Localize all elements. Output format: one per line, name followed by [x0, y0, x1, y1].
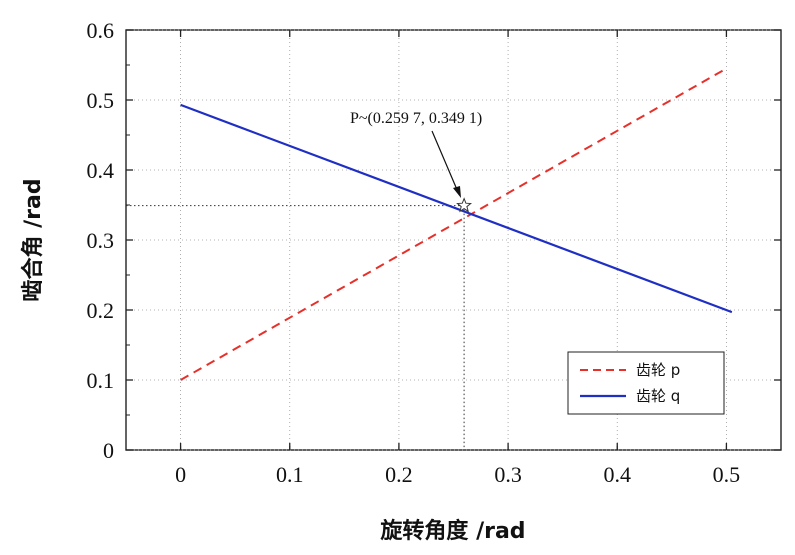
y-tick-label: 0.3 [87, 228, 115, 253]
intersection-marker [456, 197, 473, 213]
y-tick-label: 0.4 [87, 158, 115, 183]
intersection-guides [126, 205, 465, 450]
intersection-label: P~(0.259 7, 0.349 1) [350, 110, 482, 127]
ticks [126, 29, 781, 451]
series-line-q [180, 103, 733, 314]
y-tick-label: 0.5 [87, 88, 115, 113]
y-tick-label: 0.2 [87, 298, 115, 323]
legend-label-p: 齿轮 p [636, 361, 680, 379]
y-axis-label: 啮合角 /rad [20, 178, 46, 301]
x-tick-label: 0.4 [604, 462, 632, 487]
legend-label-q: 齿轮 q [636, 387, 680, 405]
x-tick-label: 0.2 [385, 462, 413, 487]
x-tick-label: 0 [175, 462, 186, 487]
x-tick-label: 0.1 [276, 462, 304, 487]
series-lines [180, 67, 733, 381]
y-tick-label: 0 [103, 438, 114, 463]
legend-box [567, 351, 725, 415]
y-tick-labels: 0 0.1 0.2 0.3 0.4 0.5 0.6 [87, 18, 115, 463]
x-tick-labels: 0 0.1 0.2 0.3 0.4 0.5 [175, 462, 740, 487]
legend: 齿轮 p 齿轮 q [567, 351, 725, 415]
x-tick-label: 0.3 [494, 462, 522, 487]
y-tick-label: 0.1 [87, 368, 115, 393]
x-axis-label: 旋转角度 /rad [380, 518, 525, 544]
intersection-star [456, 197, 473, 213]
x-tick-label: 0.5 [713, 462, 741, 487]
annotation-arrow-line [431, 130, 459, 193]
y-tick-label: 0.6 [87, 18, 115, 43]
annotation-arrowhead [453, 186, 461, 198]
